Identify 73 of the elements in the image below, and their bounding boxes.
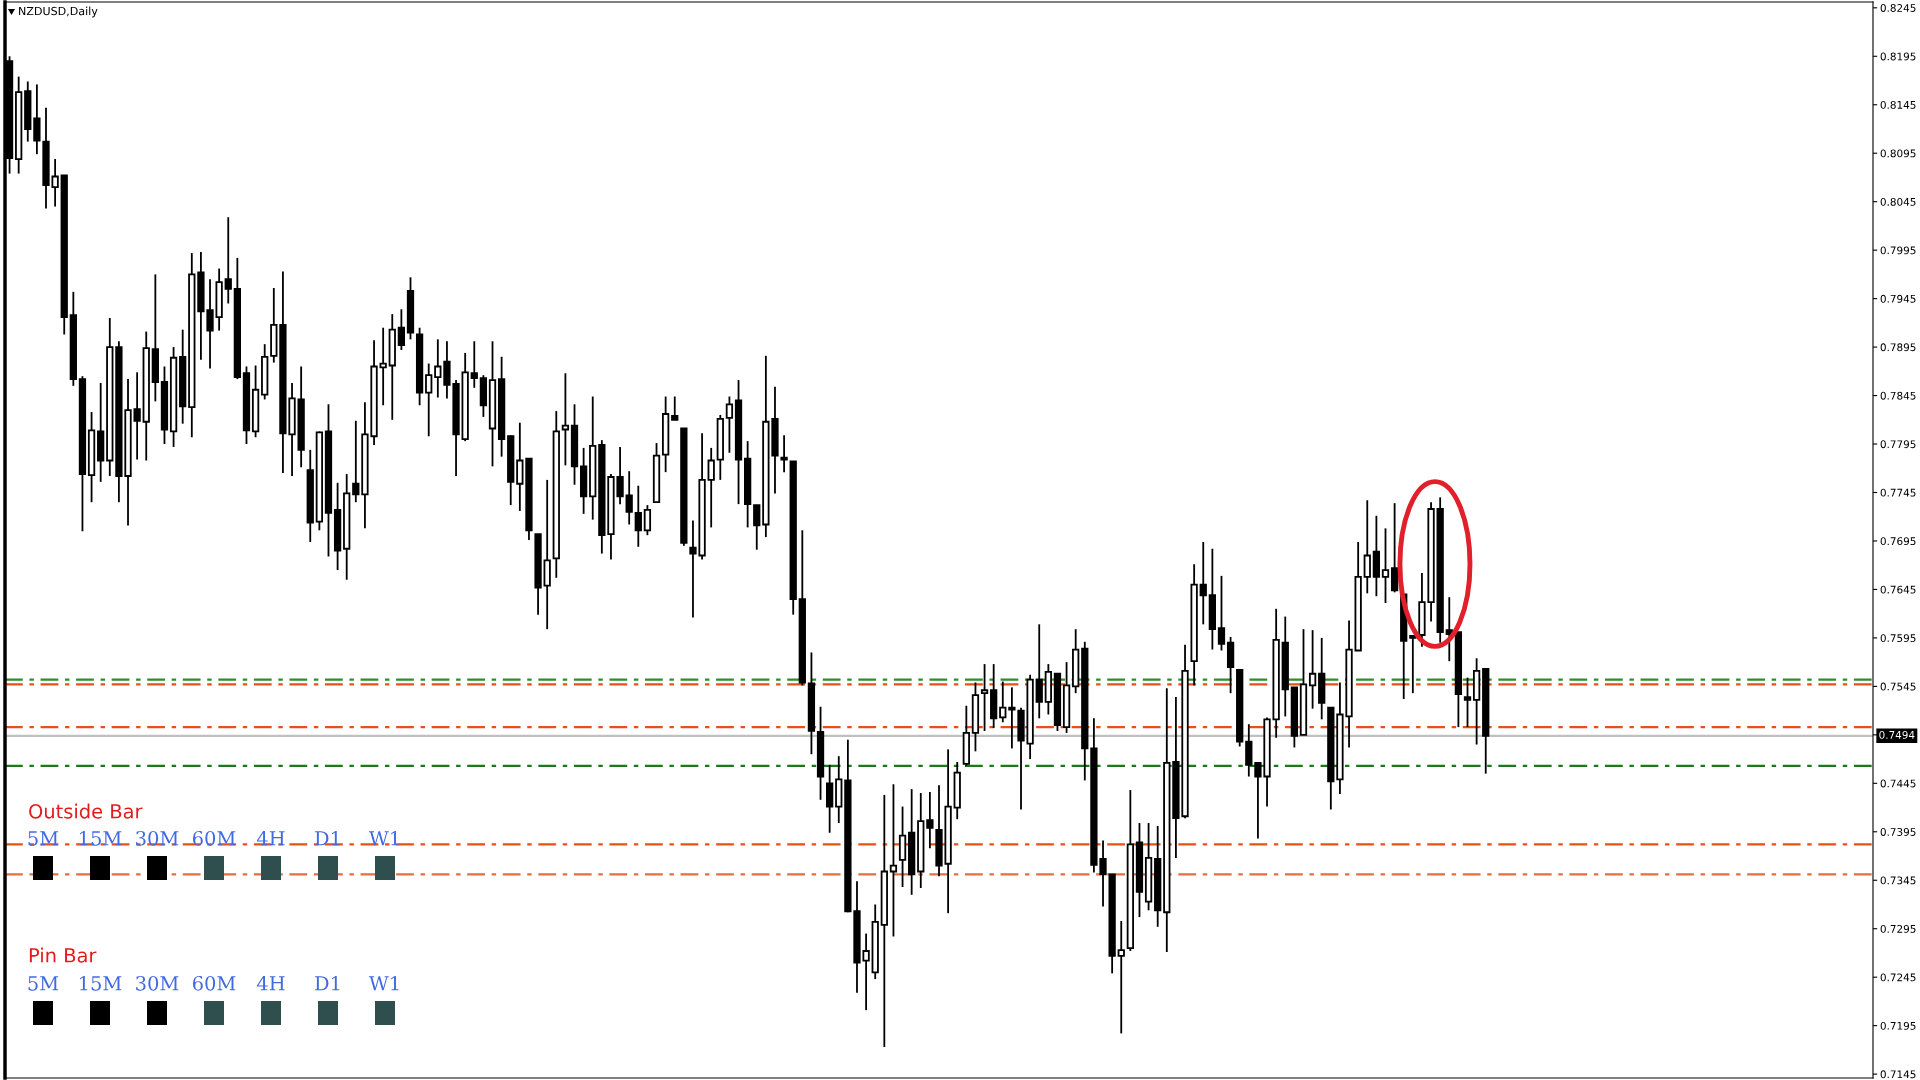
candlestick [999,680,1007,724]
annotation: 5M [28,831,59,846]
chart-title: NZDUSD,Daily [19,6,98,18]
candlestick [1199,541,1207,626]
annotation: Pin Bar [29,947,97,963]
candlestick [1390,502,1399,594]
candlestick [1381,527,1390,604]
candlestick [379,326,387,407]
annotation: 4H [256,830,285,846]
candlestick [561,372,570,467]
y-tick-label: 0.7745 [1880,488,1916,497]
annotation: Outside Bar [29,803,143,819]
candlestick [707,447,715,529]
y-tick-label: 0.8195 [1880,52,1916,61]
candlestick [1409,635,1417,695]
candlestick [625,470,633,526]
y-tick-label: 0.7845 [1880,391,1916,400]
y-tick-label: 0.8045 [1880,197,1916,206]
annotation: 60M [192,975,236,991]
y-tick-label: 0.7345 [1880,876,1916,885]
candlestick [889,783,898,938]
annotation: 30M [136,975,179,991]
candlestick [980,663,989,732]
candlestick [671,395,679,421]
candlestick [1245,723,1253,778]
y-tick-label: 0.7145 [1880,1070,1916,1079]
candlestick [224,216,232,305]
candlestick [725,395,734,454]
candlestick [780,434,788,474]
y-tick-label: 0.7895 [1880,343,1916,352]
y-tick-label: 0.7645 [1880,585,1916,594]
candlestick [826,763,834,834]
candlestick [643,504,652,537]
annotation: 60M [192,830,236,846]
candlestick [926,791,934,850]
y-tick-label: 0.7795 [1880,440,1916,449]
candlestick [1035,623,1043,720]
candlestick [1117,920,1125,1035]
candlestick [1363,499,1371,595]
candlestick [1217,574,1226,652]
annotation: 15M [80,975,122,991]
y-tick-label: 0.7545 [1880,682,1916,691]
annotation: W1 [368,830,399,846]
annotation: 5M [28,976,59,991]
candlestick [1308,629,1317,710]
y-tick-label: 0.7695 [1880,537,1916,546]
candlestick [425,362,433,438]
candlestick [352,419,360,504]
y-tick-label: 0.7595 [1880,634,1916,643]
y-tick-label: 0.7995 [1880,246,1916,255]
y-tick-label: 0.8095 [1880,149,1916,158]
annotation: 30M [136,830,179,846]
y-tick-label: 0.8145 [1880,100,1916,109]
ref-line-label: 0.7494 [1879,730,1915,739]
candlestick [1463,676,1472,728]
candlestick [634,484,642,548]
y-tick-label: 0.7945 [1880,294,1916,303]
y-tick-label: 0.7295 [1880,924,1916,933]
candlestick [434,338,442,399]
y-tick-label: 0.7245 [1880,973,1916,982]
candlestick [470,340,478,389]
candlestick [397,308,406,351]
y-tick-label: 0.8245 [1880,4,1916,12]
y-tick-label: 0.7445 [1880,779,1916,788]
candlestick [516,421,524,512]
annotation: 4H [256,975,285,991]
candlestick [753,504,761,551]
y-tick-label: 0.7195 [1880,1021,1916,1030]
annotation: D1 [315,975,340,991]
annotation: 15M [80,830,122,846]
annotation: D1 [315,830,340,846]
annotation: W1 [368,975,399,991]
y-tick-label: 0.7395 [1880,828,1916,836]
